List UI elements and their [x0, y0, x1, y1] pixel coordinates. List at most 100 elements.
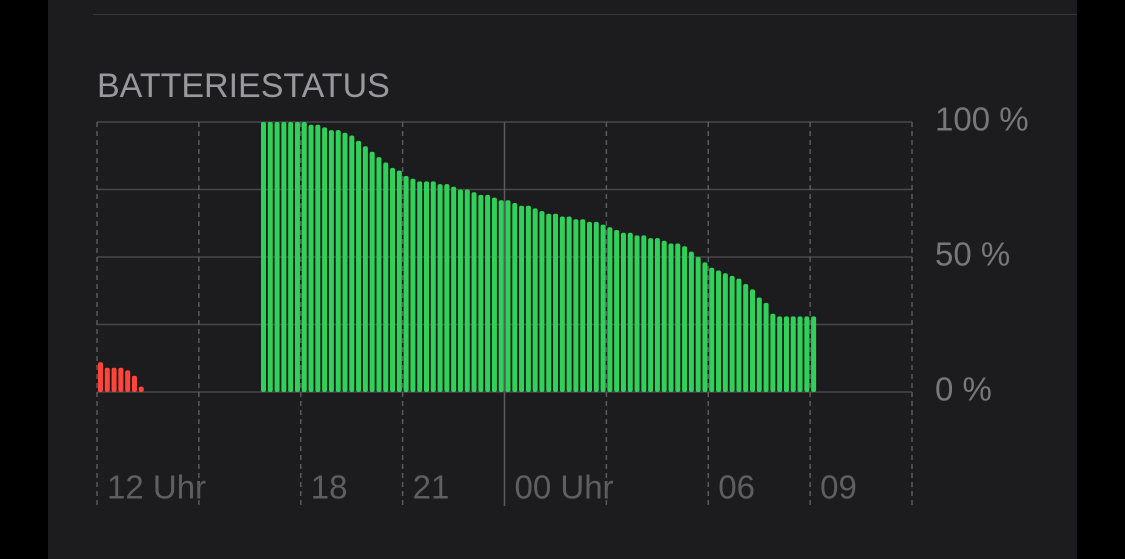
bar	[281, 122, 287, 392]
bar	[362, 146, 368, 392]
bar	[308, 124, 314, 392]
bar	[525, 205, 531, 392]
x-tick-label: 00 Uhr	[515, 469, 614, 506]
bar	[682, 246, 688, 392]
bar	[790, 316, 796, 392]
x-tick-label: 09	[820, 469, 857, 506]
bar	[804, 316, 810, 392]
bar	[301, 122, 307, 392]
bar	[369, 151, 375, 392]
bar	[464, 189, 470, 392]
bar	[444, 184, 450, 392]
bar	[668, 243, 674, 392]
bar	[743, 284, 749, 392]
bar	[294, 122, 300, 392]
bar	[267, 122, 273, 392]
bar	[451, 186, 457, 392]
bar	[457, 189, 463, 392]
bar	[709, 267, 715, 392]
bar	[98, 362, 103, 392]
bar	[390, 167, 396, 392]
bar	[675, 243, 681, 392]
bar	[695, 257, 701, 392]
x-tick-label: 06	[718, 469, 755, 506]
bar	[688, 251, 694, 392]
bar	[138, 386, 144, 392]
bar	[648, 238, 654, 392]
bar	[634, 235, 640, 392]
bar	[770, 313, 776, 392]
bar	[505, 200, 511, 392]
bar	[410, 178, 416, 392]
bar	[417, 181, 423, 392]
bar	[349, 135, 355, 392]
y-tick-label: 50 %	[935, 236, 1010, 273]
bar	[797, 316, 803, 392]
bar	[587, 221, 592, 392]
bar	[702, 262, 708, 392]
chart-title: BATTERIESTATUS	[97, 67, 390, 105]
bar	[512, 203, 518, 392]
x-tick-label: 12 Uhr	[107, 469, 206, 506]
bar	[736, 278, 742, 392]
x-tick-label: 21	[413, 469, 450, 506]
y-tick-label: 0 %	[935, 371, 992, 408]
bar	[661, 240, 667, 392]
bar	[750, 289, 755, 392]
bar	[620, 232, 626, 392]
bar	[396, 170, 402, 392]
bar	[430, 181, 436, 392]
bar	[729, 275, 735, 392]
bar	[593, 221, 599, 392]
bar	[546, 213, 552, 392]
bar	[539, 211, 545, 392]
bar	[111, 367, 117, 392]
bar	[811, 316, 817, 392]
bar	[471, 192, 477, 392]
bar	[627, 232, 633, 392]
bar	[532, 208, 538, 392]
bar	[288, 122, 294, 392]
bar	[131, 375, 137, 392]
bar	[566, 216, 572, 392]
bar	[383, 162, 389, 392]
bar	[498, 200, 504, 392]
bar	[424, 181, 429, 392]
bar	[519, 205, 525, 392]
bar	[328, 130, 334, 392]
x-tick-label: 18	[311, 469, 348, 506]
bar	[756, 297, 762, 392]
bar	[491, 197, 497, 392]
bar	[600, 224, 606, 392]
bar	[763, 302, 769, 392]
bar	[274, 122, 280, 392]
bar	[342, 132, 348, 393]
bar	[356, 140, 362, 392]
bar	[654, 238, 660, 392]
bar	[716, 270, 722, 392]
bar	[118, 367, 124, 392]
bar	[478, 194, 484, 392]
bar	[261, 122, 266, 392]
bar	[553, 213, 559, 392]
bar	[125, 370, 131, 392]
bar	[403, 176, 409, 392]
bar	[580, 219, 586, 392]
bar	[485, 194, 491, 392]
bar	[614, 230, 620, 392]
bar	[315, 124, 321, 392]
bar	[437, 184, 443, 392]
bar	[322, 127, 328, 393]
bar	[335, 130, 341, 392]
bar	[104, 367, 110, 392]
bar	[573, 219, 579, 392]
bar	[783, 316, 789, 392]
bar	[641, 235, 647, 392]
y-tick-label: 100 %	[935, 101, 1029, 138]
bar	[559, 216, 565, 392]
bar	[376, 157, 382, 392]
bar	[722, 273, 728, 392]
bar	[777, 316, 783, 392]
